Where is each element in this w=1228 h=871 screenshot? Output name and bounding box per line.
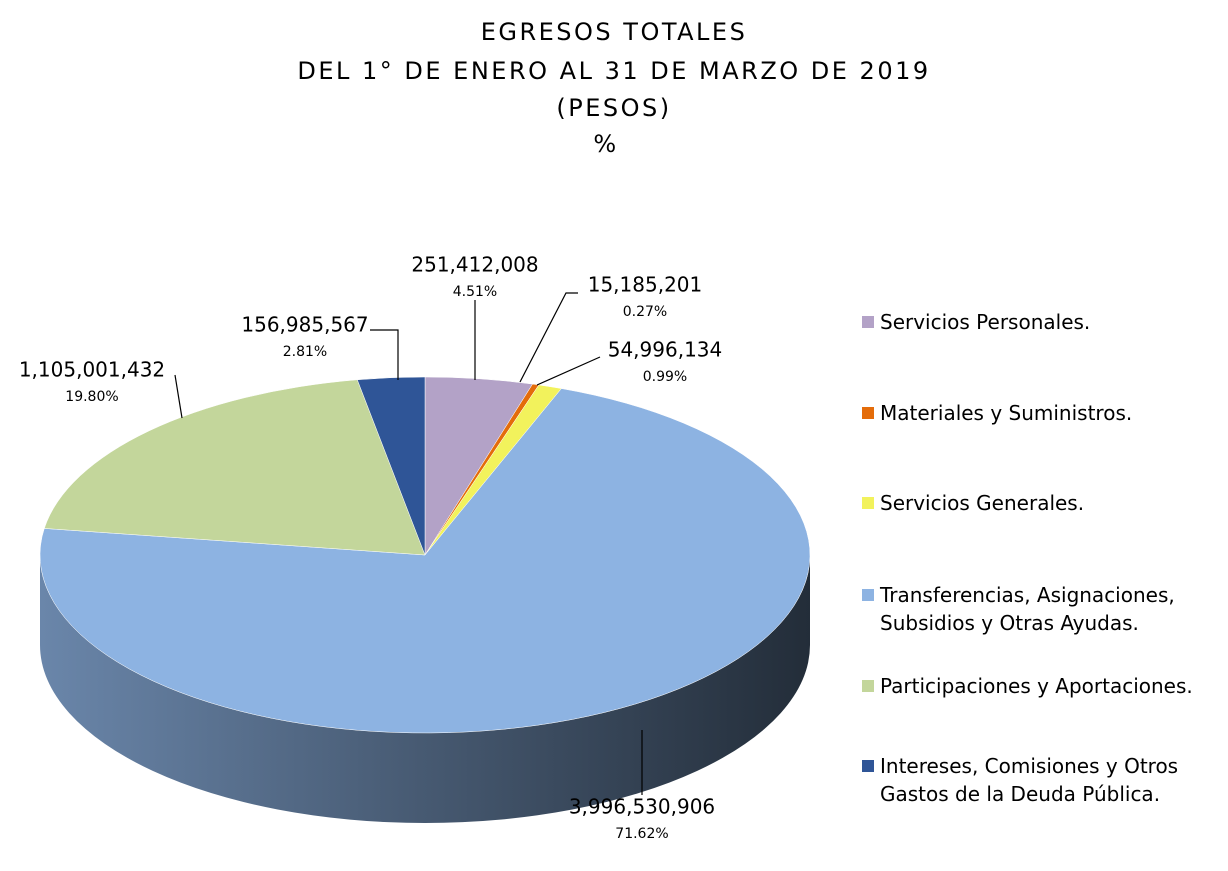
legend-swatch [862,407,874,419]
slice-side [40,555,810,823]
leader-line [519,292,578,383]
data-label: 54,996,134 [608,338,723,362]
legend-swatch [862,589,874,601]
legend-item: Materiales y Suministros. [862,399,1222,427]
data-label-percent: 19.80% [65,389,118,405]
legend-label: Servicios Personales. [880,310,1091,334]
data-label-percent: 71.62% [615,826,668,842]
legend-label: Transferencias, Asignaciones, Subsidios … [880,583,1175,635]
legend-label: Materiales y Suministros. [880,401,1133,425]
legend-item: Transferencias, Asignaciones, Subsidios … [862,581,1222,637]
data-label-percent: 0.99% [643,369,687,385]
title-line: DEL 1° DE ENERO AL 31 DE MARZO DE 2019 [297,57,930,85]
legend-swatch [862,680,874,692]
legend-label: Servicios Generales. [880,491,1085,515]
data-label: 251,412,008 [411,253,538,277]
leader-line [174,374,183,419]
slice [43,379,426,556]
legend-item: Servicios Generales. [862,489,1222,517]
title-line: % [593,130,618,158]
slice [356,376,426,556]
data-label: 3,996,530,906 [569,795,715,819]
legend-item: Intereses, Comisiones y Otros Gastos de … [862,752,1222,808]
data-label-percent: 2.81% [283,344,327,360]
data-label: 156,985,567 [241,313,368,337]
legend-label: Intereses, Comisiones y Otros Gastos de … [880,754,1179,806]
data-label-percent: 4.51% [453,284,497,300]
slice [39,388,811,734]
data-label: 15,185,201 [588,273,703,297]
data-label-percent: 0.27% [623,304,667,320]
legend-label: Participaciones y Aportaciones. [880,674,1193,698]
legend-item: Servicios Personales. [862,308,1222,336]
title-line: EGRESOS TOTALES [481,18,748,46]
data-label: 1,105,001,432 [19,358,165,382]
leader-line [536,356,601,386]
legend-swatch [862,760,874,772]
legend-item: Participaciones y Aportaciones. [862,672,1222,700]
legend-swatch [862,316,874,328]
title-line: (PESOS) [556,94,671,122]
legend-swatch [862,497,874,509]
leader-line [370,329,399,380]
